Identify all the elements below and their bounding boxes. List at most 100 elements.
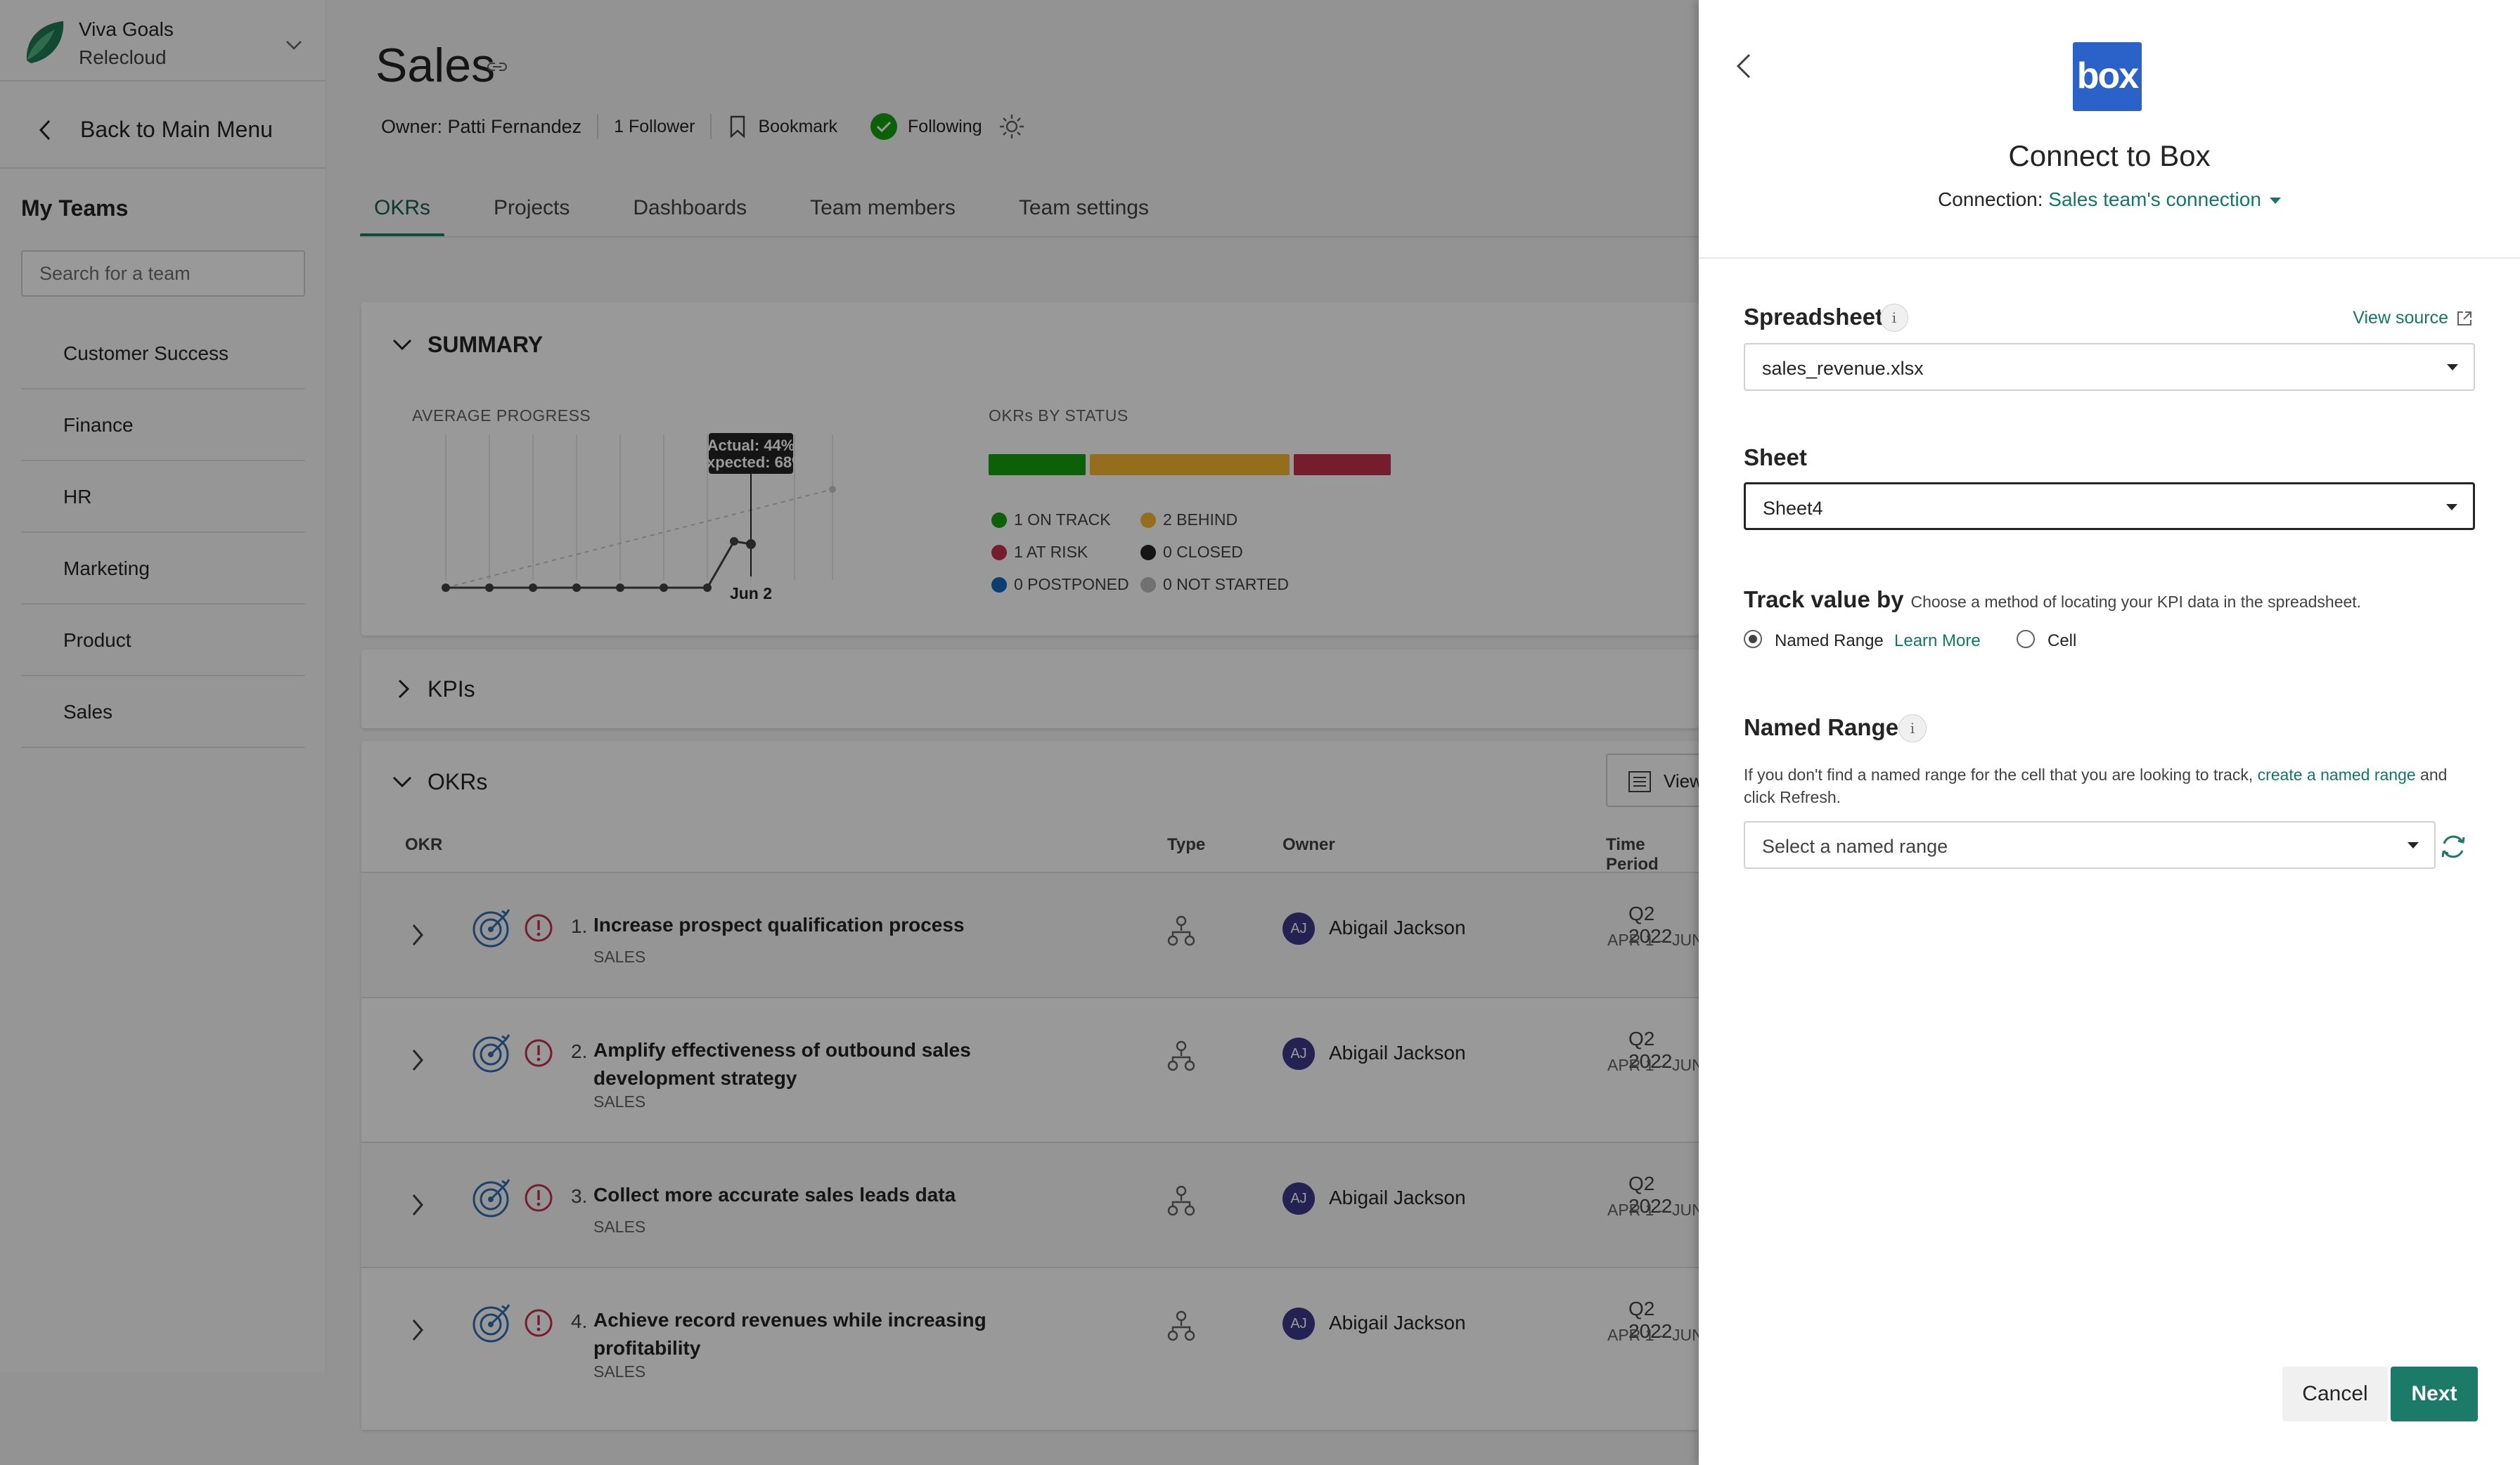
create-named-range-link[interactable]: create a named range: [2257, 766, 2416, 784]
back-to-main-menu[interactable]: Back to Main Menu: [0, 91, 326, 169]
info-icon[interactable]: i: [1880, 304, 1908, 332]
team-search-input[interactable]: [21, 250, 305, 297]
bookmark-button[interactable]: Bookmark: [758, 116, 838, 136]
team-meta: Owner: Patti Fernandez 1 Follower Bookma…: [381, 111, 1036, 142]
okr-title[interactable]: Increase prospect qualification process: [593, 914, 965, 936]
radio-cell[interactable]: [2017, 630, 2035, 648]
modal-backdrop[interactable]: [0, 0, 1699, 1465]
caret-down-icon: [2446, 504, 2457, 510]
chevron-down-icon[interactable]: [281, 32, 307, 58]
followers-text[interactable]: 1 Follower: [614, 116, 695, 136]
team-okr-type-icon: [1167, 1185, 1195, 1216]
objective-target-icon: [472, 1304, 510, 1343]
radio-cell-label[interactable]: Cell: [2048, 631, 2077, 650]
radio-named-range-label[interactable]: Named Range: [1775, 631, 1884, 650]
track-value-hint: Choose a method of locating your KPI dat…: [1910, 593, 2362, 611]
following-button[interactable]: Following: [908, 116, 982, 136]
time-period-dates: APR 1 – JUN: [1607, 1326, 1699, 1344]
okr-number: 2.: [571, 1040, 588, 1062]
named-range-placeholder: Select a named range: [1762, 836, 1948, 857]
link-icon[interactable]: [485, 56, 509, 77]
tab-projects[interactable]: Projects: [494, 196, 570, 219]
okr-number: 1.: [571, 915, 588, 937]
app-switcher[interactable]: Viva Goals Relecloud: [0, 0, 326, 82]
chevron-right-icon[interactable]: [390, 675, 418, 703]
okr-team: SALES: [593, 1362, 646, 1381]
summary-title: SUMMARY: [428, 332, 544, 357]
org-name: Relecloud: [79, 46, 167, 68]
named-range-dropdown[interactable]: Select a named range: [1744, 821, 2436, 869]
objective-target-icon: [472, 1034, 510, 1073]
page-title: Sales: [375, 39, 496, 92]
info-icon[interactable]: i: [1898, 714, 1927, 742]
team-item[interactable]: Marketing: [21, 533, 305, 605]
table-row[interactable]: 3. Collect more accurate sales leads dat…: [361, 1142, 1699, 1267]
status-bar-at-risk: [1294, 454, 1391, 475]
view-options-button[interactable]: View: [1606, 754, 1699, 807]
gear-icon[interactable]: [998, 112, 1026, 141]
chevron-right-icon[interactable]: [405, 1315, 430, 1345]
connection-dropdown[interactable]: Sales team's connection: [2048, 188, 2281, 210]
chevron-right-icon[interactable]: [405, 1189, 430, 1220]
team-list: Customer Success Finance HR Marketing Pr…: [21, 318, 305, 748]
panel-title: Connect to Box: [2008, 139, 2211, 172]
team-okr-type-icon: [1167, 1040, 1195, 1071]
back-label: Back to Main Menu: [80, 117, 273, 142]
next-button[interactable]: Next: [2391, 1367, 2478, 1421]
team-tabs: OKRs Projects Dashboards Team members Te…: [360, 188, 1198, 238]
box-logo: box: [2073, 42, 2142, 111]
back-arrow-icon[interactable]: [1730, 46, 1758, 86]
team-item[interactable]: Sales: [21, 676, 305, 748]
tooltip-actual: Actual: 44%: [707, 437, 795, 454]
kpis-card[interactable]: [361, 650, 1699, 728]
sheet-value: Sheet4: [1763, 498, 1823, 519]
team-item[interactable]: HR: [21, 461, 305, 533]
table-row[interactable]: 4. Achieve record revenues while increas…: [361, 1267, 1699, 1430]
owner-name: Abigail Jackson: [1329, 1042, 1466, 1064]
spreadsheet-dropdown[interactable]: sales_revenue.xlsx: [1744, 343, 2475, 391]
time-period: Q2 2022: [1628, 1173, 1673, 1217]
bookmark-icon[interactable]: [727, 114, 748, 139]
tab-dashboards[interactable]: Dashboards: [633, 196, 747, 219]
learn-more-link[interactable]: Learn More: [1894, 631, 1981, 650]
chevron-down-icon[interactable]: [388, 330, 416, 359]
tab-team-settings[interactable]: Team settings: [1018, 196, 1149, 219]
avatar: AJ: [1282, 1308, 1315, 1340]
tab-okrs[interactable]: OKRs: [360, 188, 445, 238]
sheet-dropdown[interactable]: Sheet4: [1744, 482, 2475, 530]
okr-title[interactable]: Amplify effectiveness of outbound sales …: [593, 1039, 971, 1089]
time-period: Q2 2022: [1628, 1298, 1673, 1342]
cancel-button[interactable]: Cancel: [2282, 1367, 2388, 1421]
connect-to-box-panel: box Connect to Box Connection: Sales tea…: [1699, 0, 2520, 1465]
kpis-title: KPIs: [428, 676, 475, 702]
okrs-by-status-label: OKRs BY STATUS: [989, 406, 1129, 425]
owner-name: Abigail Jackson: [1329, 917, 1466, 938]
status-bar-behind: [1090, 454, 1290, 475]
time-period-dates: APR 1 – JUN: [1607, 1201, 1699, 1219]
owner-name: Abigail Jackson: [1329, 1312, 1466, 1334]
legend-closed: 0 CLOSED: [1140, 543, 1243, 562]
avatar: AJ: [1282, 1038, 1315, 1070]
view-source-link[interactable]: View source: [2353, 308, 2474, 328]
team-okr-type-icon: [1167, 915, 1195, 946]
okr-number: 3.: [571, 1185, 588, 1207]
chevron-right-icon[interactable]: [405, 919, 430, 950]
okr-title[interactable]: Collect more accurate sales leads data: [593, 1184, 956, 1206]
radio-named-range[interactable]: [1744, 630, 1762, 648]
chevron-down-icon[interactable]: [388, 768, 416, 796]
team-item[interactable]: Product: [21, 605, 305, 676]
chart-date-label: Jun 2: [730, 584, 772, 602]
team-item[interactable]: Customer Success: [21, 318, 305, 389]
table-row[interactable]: 2. Amplify effectiveness of outbound sal…: [361, 997, 1699, 1142]
team-item[interactable]: Finance: [21, 389, 305, 461]
table-row[interactable]: 1. Increase prospect qualification proce…: [361, 872, 1699, 997]
connection-label: Connection:: [1938, 188, 2043, 210]
okrs-title: OKRs: [428, 769, 488, 794]
chevron-right-icon[interactable]: [405, 1045, 430, 1076]
tab-team-members[interactable]: Team members: [810, 196, 956, 219]
caret-down-icon: [2269, 198, 2281, 205]
refresh-icon[interactable]: [2437, 831, 2469, 863]
okr-team: SALES: [593, 1092, 646, 1111]
my-teams-heading: My Teams: [21, 195, 129, 221]
okr-title[interactable]: Achieve record revenues while increasing…: [593, 1309, 986, 1359]
